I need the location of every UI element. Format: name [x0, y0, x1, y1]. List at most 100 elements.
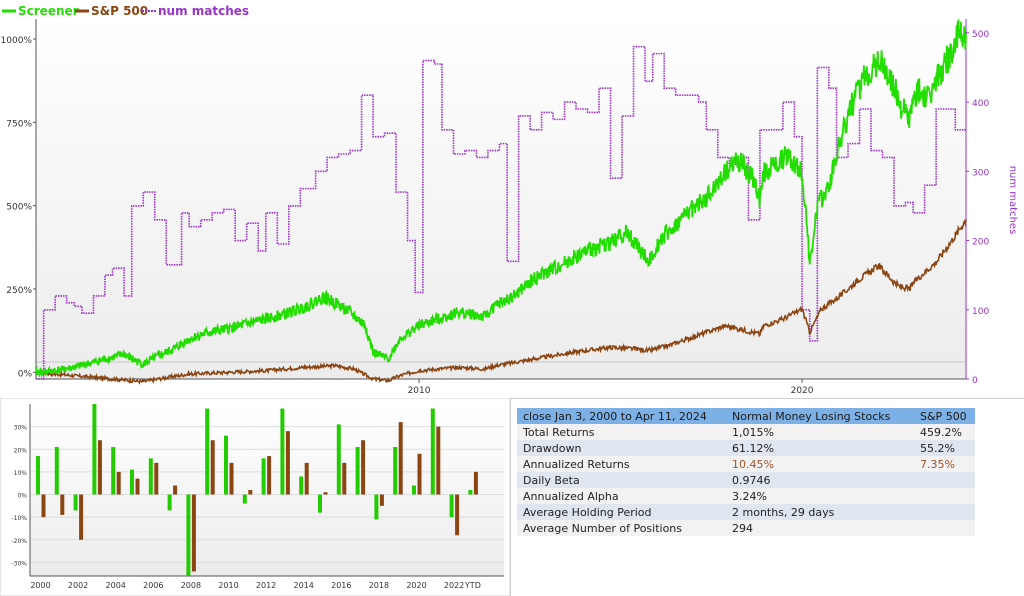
stats-label: Average Holding Period — [517, 504, 726, 520]
bar-x-tick-label: 2006 — [143, 581, 163, 590]
bar-y-tick-label: 10% — [14, 470, 28, 477]
bar-sp500-2016 — [342, 462, 347, 495]
stats-screener-value: 61.12% — [726, 440, 914, 456]
bar-screener-2006 — [148, 458, 153, 495]
stats-screener-value: 10.45% — [726, 456, 914, 472]
stats-row: Annualized Alpha 3.24% — [517, 488, 975, 504]
bar-screener-2021 — [430, 408, 435, 495]
bar-screener-2015 — [318, 494, 322, 513]
bar-x-tick-label: 2008 — [181, 581, 201, 590]
bar-sp500-2015 — [323, 492, 328, 495]
bar-x-tick-label: YTD — [464, 581, 481, 590]
bar-sp500-2001 — [60, 494, 65, 515]
bar-sp500-2021 — [436, 426, 441, 495]
stats-label: Drawdown — [517, 440, 726, 456]
y-right-tick-label: 200 — [972, 238, 989, 248]
stats-row: Average Number of Positions 294 — [517, 520, 975, 536]
bar-screener-2005 — [130, 469, 134, 495]
y-left-tick-label: 0% — [18, 369, 33, 379]
stats-screener-value: 0.9746 — [726, 472, 914, 488]
bar-y-tick-label: -10% — [11, 515, 27, 522]
bar-screener-2008 — [186, 494, 191, 576]
performance-line-chart: 0% 250% 500% 750% 1000% 0 100 200 300 400 500 201… — [1, 4, 1018, 396]
bar-sp500-2005 — [135, 478, 140, 495]
bar-screener-2003 — [92, 404, 97, 495]
bar-sp500-2000 — [41, 494, 46, 518]
y-right-axis-label: num matches — [1007, 166, 1018, 235]
bar-x-tick-label: 2012 — [256, 581, 276, 590]
series-sp500-line — [35, 219, 967, 385]
y-right-tick-label: 0 — [972, 376, 978, 386]
bar-sp500-2022 — [455, 494, 460, 536]
stats-row: Annualized Returns 10.45% 7.35% — [517, 456, 975, 472]
bar-screener-2018 — [374, 494, 379, 520]
stats-header-period: close Jan 3, 2000 to Apr 11, 2024 — [517, 408, 726, 424]
stats-label: Annualized Returns — [517, 456, 726, 472]
bar-sp500-2020 — [417, 453, 422, 495]
bar-sp500-2014 — [304, 462, 309, 495]
stats-screener-value: 3.24% — [726, 488, 914, 504]
bar-sp500-2011 — [248, 490, 253, 495]
stats-sp500-value — [914, 504, 975, 520]
stats-row: Daily Beta 0.9746 — [517, 472, 975, 488]
bar-x-tick-label: 2016 — [331, 581, 351, 590]
bar-sp500-2004 — [116, 471, 121, 495]
stats-sp500-value — [914, 472, 975, 488]
bar-sp500-2012 — [267, 456, 272, 495]
stats-header-row: close Jan 3, 2000 to Apr 11, 2024 Normal… — [517, 408, 975, 424]
x-tick-label: 2020 — [791, 386, 814, 396]
bar-x-tick-label: 2018 — [369, 581, 389, 590]
stats-sp500-value — [914, 488, 975, 504]
bar-sp500-YTD — [473, 471, 478, 495]
y-right-tick-label: 500 — [972, 30, 989, 40]
bar-screener-2016 — [336, 424, 341, 495]
bar-sp500-2006 — [154, 462, 159, 495]
bar-screener-2010 — [224, 435, 228, 495]
bar-sp500-2009 — [210, 440, 215, 495]
y-right-tick-label: 100 — [972, 307, 989, 317]
bar-sp500-2017 — [361, 440, 366, 495]
bar-sp500-2007 — [173, 485, 178, 495]
bar-x-tick-label: 2020 — [406, 581, 426, 590]
bar-screener-2014 — [299, 476, 304, 495]
bar-plot-area — [30, 404, 504, 576]
plot-area — [36, 19, 966, 379]
bar-screener-2004 — [111, 447, 116, 495]
bar-sp500-2003 — [97, 440, 102, 495]
bar-screener-2009 — [205, 408, 210, 495]
stats-label: Daily Beta — [517, 472, 726, 488]
stats-row: Average Holding Period 2 months, 29 days — [517, 504, 975, 520]
legend-label-sp500: S&P 500 — [91, 4, 148, 18]
bar-x-tick-label: 2010 — [218, 581, 238, 590]
legend-label-screener: Screener — [18, 4, 79, 18]
y-left-tick-label: 250% — [6, 286, 32, 296]
y-left-tick-label: 500% — [6, 203, 32, 213]
stats-label: Annualized Alpha — [517, 488, 726, 504]
bar-screener-2013 — [280, 408, 285, 495]
bar-x-tick-label: 2000 — [30, 581, 50, 590]
bar-screener-YTD — [468, 490, 473, 495]
stats-label: Average Number of Positions — [517, 520, 726, 536]
series-screener-line — [35, 17, 967, 379]
stats-sp500-value: 459.2% — [914, 424, 975, 440]
y-left-tick-label: 750% — [6, 119, 32, 129]
bar-screener-2011 — [242, 494, 247, 504]
y-right-tick-label: 300 — [972, 168, 989, 178]
annual-returns-bar-chart: -30% -20% -10% 0% 10% 20% 30% 2000 2002 2004 2006… — [0, 398, 510, 596]
bar-sp500-2019 — [398, 422, 403, 495]
bar-x-tick-label: 2004 — [106, 581, 126, 590]
y-right-tick-label: 400 — [972, 99, 989, 109]
stats-screener-value: 1,015% — [726, 424, 914, 440]
bar-screener-2007 — [167, 494, 172, 511]
bar-x-tick-label: 2022 — [444, 581, 464, 590]
stats-label: Total Returns — [517, 424, 726, 440]
stats-header-screener: Normal Money Losing Stocks — [726, 408, 914, 424]
bar-screener-2002 — [73, 494, 78, 511]
stats-row: Drawdown 61.12% 55.2% — [517, 440, 975, 456]
stats-screener-value: 2 months, 29 days — [726, 504, 914, 520]
bar-y-tick-label: -30% — [11, 560, 27, 567]
stats-sp500-value — [914, 520, 975, 536]
bar-x-tick-label: 2014 — [294, 581, 314, 590]
stats-header-sp500: S&P 500 — [914, 408, 975, 424]
bar-y-tick-label: 20% — [14, 447, 28, 454]
